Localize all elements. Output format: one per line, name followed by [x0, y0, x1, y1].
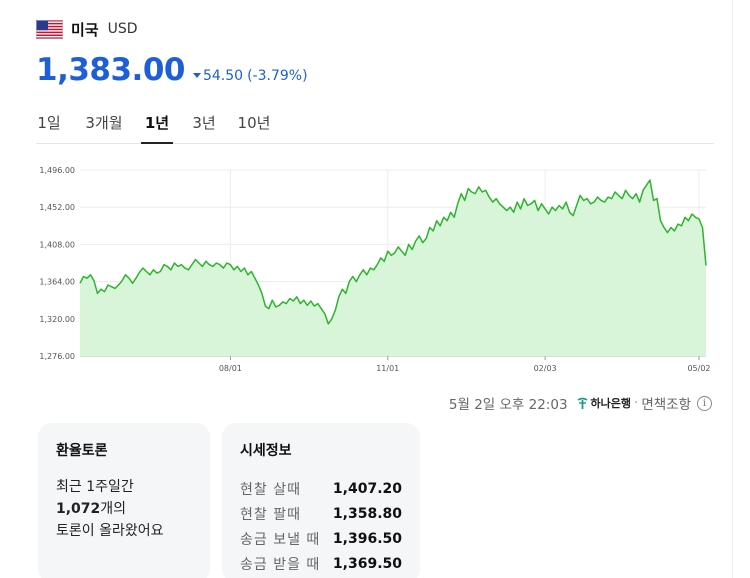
market-row-label: 송금 보낼 때: [240, 531, 321, 548]
us-flag-icon: [36, 19, 63, 39]
market-row-label: 현찰 팔때: [240, 506, 301, 523]
market-row-value: 1,396.50: [332, 530, 402, 547]
market-row-label: 현찰 살때: [240, 481, 301, 498]
market-row: 송금 받을 때 1,369.50: [240, 551, 402, 576]
discussion-title: 환율토론: [56, 443, 108, 459]
exchange-rate-chart[interactable]: 1,496.00 1,452.00 1,408.00 1,364.00 1,320.00…: [30, 158, 720, 380]
series-line: [79, 179, 707, 325]
market-row-label: 송금 받을 때: [240, 556, 321, 573]
x-tick-label: 02/03: [534, 364, 557, 373]
period-tabs: 1일 3개월 1년 3년 10년: [36, 106, 714, 144]
change-amount: 54.50: [202, 68, 244, 84]
y-tick-label: 1,276.00: [39, 352, 75, 361]
tab-1y[interactable]: 1년: [141, 106, 173, 144]
market-row: 송금 보낼 때 1,396.50: [240, 526, 402, 551]
market-row: 현찰 살때 1,407.20: [240, 476, 402, 501]
tab-1d[interactable]: 1일: [37, 114, 61, 132]
down-arrow-icon: [192, 73, 201, 78]
market-row-value: 1,358.80: [332, 505, 402, 522]
y-tick-label: 1,408.00: [39, 240, 75, 249]
market-row-value: 1,369.50: [332, 555, 402, 572]
y-tick-label: 1,452.00: [39, 203, 75, 212]
bank-source: 하나은행: [576, 395, 631, 411]
rate-row: 1,383.00 54.50 (-3.79%): [36, 52, 308, 88]
separator: ·: [634, 395, 639, 411]
discussion-count: 1,072: [56, 501, 101, 517]
discussion-line-2: 1,072개의: [56, 498, 192, 520]
tab-3m[interactable]: 3개월: [85, 114, 123, 132]
disclaimer-link[interactable]: 면책조항: [641, 397, 691, 413]
y-tick-label: 1,364.00: [39, 278, 75, 287]
x-tick-label: 08/01: [219, 364, 242, 373]
market-info-title: 시세정보: [240, 443, 292, 459]
rate-change: 54.50 (-3.79%): [192, 68, 308, 84]
timestamp-row: 5월 2일 오후 22:03 하나은행 · 면책조항 i: [449, 393, 712, 413]
market-info-card: 시세정보 현찰 살때 1,407.20 현찰 팔때 1,358.80 송금 보낼…: [222, 423, 420, 578]
currency-header: 미국 USD: [36, 17, 138, 41]
bank-name: 하나은행: [590, 397, 632, 410]
discussion-card[interactable]: 환율토론 최근 1주일간 1,072개의 토론이 올라왔어요: [38, 423, 210, 578]
tab-10y[interactable]: 10년: [237, 114, 271, 132]
x-tick-label: 05/02: [687, 364, 710, 373]
exchange-rate: 1,383.00: [36, 52, 185, 88]
y-tick-label: 1,320.00: [39, 315, 75, 324]
hana-bank-logo-icon: [577, 397, 587, 409]
discussion-line-3: 토론이 올라왔어요: [56, 523, 164, 539]
area-fill: [80, 180, 706, 356]
panel-edge: [732, 0, 733, 578]
market-row: 현찰 팔때 1,358.80: [240, 501, 402, 526]
info-icon[interactable]: i: [697, 395, 712, 411]
currency-code: USD: [107, 21, 138, 37]
y-tick-label: 1,496.00: [39, 166, 75, 175]
market-row-value: 1,407.20: [332, 480, 402, 497]
discussion-line-1: 최근 1주일간: [56, 479, 134, 495]
discussion-count-suffix: 개의: [100, 501, 127, 517]
country-name: 미국: [71, 20, 99, 39]
change-percent: (-3.79%): [247, 68, 308, 84]
x-tick-label: 11/01: [376, 364, 399, 373]
update-time: 5월 2일 오후 22:03: [448, 397, 568, 413]
tab-3y[interactable]: 3년: [192, 114, 216, 132]
